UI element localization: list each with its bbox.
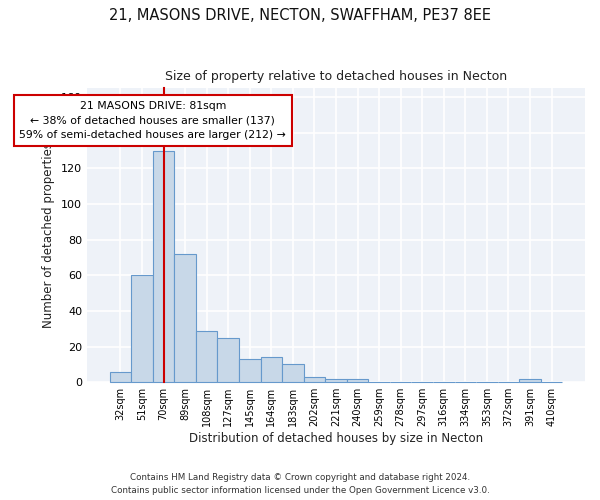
- Bar: [519, 378, 541, 382]
- Bar: [304, 377, 325, 382]
- Title: Size of property relative to detached houses in Necton: Size of property relative to detached ho…: [165, 70, 507, 83]
- Bar: [196, 330, 217, 382]
- Bar: [131, 276, 153, 382]
- Bar: [260, 358, 282, 382]
- Bar: [347, 378, 368, 382]
- X-axis label: Distribution of detached houses by size in Necton: Distribution of detached houses by size …: [189, 432, 483, 445]
- Bar: [174, 254, 196, 382]
- Bar: [110, 372, 131, 382]
- Bar: [239, 359, 260, 382]
- Bar: [325, 378, 347, 382]
- Bar: [282, 364, 304, 382]
- Text: 21 MASONS DRIVE: 81sqm
← 38% of detached houses are smaller (137)
59% of semi-de: 21 MASONS DRIVE: 81sqm ← 38% of detached…: [19, 101, 286, 140]
- Y-axis label: Number of detached properties: Number of detached properties: [43, 142, 55, 328]
- Bar: [217, 338, 239, 382]
- Bar: [153, 150, 174, 382]
- Text: Contains HM Land Registry data © Crown copyright and database right 2024.
Contai: Contains HM Land Registry data © Crown c…: [110, 474, 490, 495]
- Text: 21, MASONS DRIVE, NECTON, SWAFFHAM, PE37 8EE: 21, MASONS DRIVE, NECTON, SWAFFHAM, PE37…: [109, 8, 491, 22]
